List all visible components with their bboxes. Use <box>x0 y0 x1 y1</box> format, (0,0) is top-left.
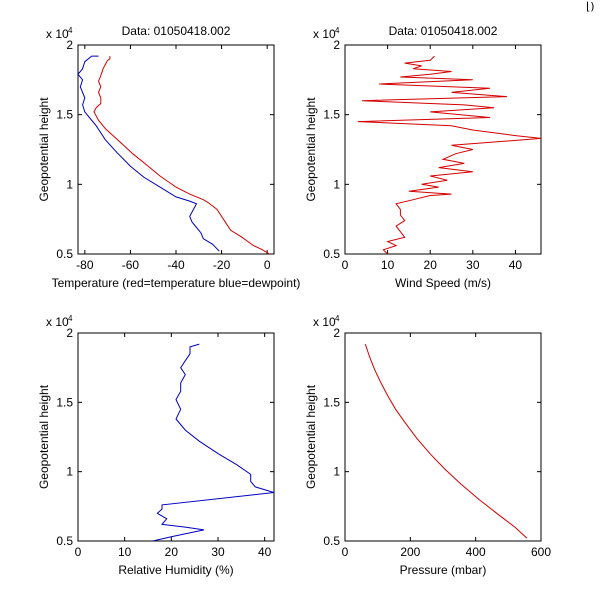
axes-frame <box>77 332 275 542</box>
series-line-pressure <box>364 343 528 539</box>
y-axis-label: Geopotential height <box>37 97 51 202</box>
y-tick-label: 2 <box>333 326 340 340</box>
y-axis-label: Geopotential height <box>304 97 318 202</box>
series-line-temperature <box>93 56 270 254</box>
subplot-pressure: 0 200 400 600 0.5 1 1.5 2x 10 4 Pressure (mbar) Ge… <box>304 314 551 577</box>
y-tick-label: 1.5 <box>56 395 73 409</box>
x-tick-label: 30 <box>466 258 480 272</box>
x-tick-label: 0 <box>342 545 349 559</box>
x-tick-label: 400 <box>466 545 486 559</box>
x-tick-label: 10 <box>381 258 395 272</box>
x-tick-label: -80 <box>76 258 94 272</box>
x-axis-label: Pressure (mbar) <box>400 563 487 577</box>
x-tick-label: 600 <box>531 545 551 559</box>
x-tick-label: 20 <box>424 258 438 272</box>
y-axis-label: Geopotential height <box>304 384 318 489</box>
x-tick-label: 20 <box>165 545 179 559</box>
y-tick-label: 2 <box>333 38 340 52</box>
subplot-temperature: -80 -60 -40 -20 0 0.5 1 1.5 2x 10 4 Data: 01050418… <box>37 24 300 290</box>
y-tick-label: 1.5 <box>323 395 340 409</box>
x-tick-label: -40 <box>167 258 185 272</box>
x-tick-label: -20 <box>213 258 231 272</box>
y-tick-label: 0.5 <box>323 247 340 261</box>
y-tick-label: 0.5 <box>56 247 73 261</box>
x-tick-label: 0 <box>75 545 82 559</box>
x-tick-label: 0 <box>264 258 271 272</box>
axes-frame <box>344 44 542 255</box>
y-tick-label: 1.5 <box>56 108 73 122</box>
x-axis-label: Wind Speed (m/s) <box>395 276 491 290</box>
x-tick-label: -60 <box>122 258 140 272</box>
y-tick-label: 1 <box>66 465 73 479</box>
y-exponent-power: 4 <box>68 314 73 323</box>
y-exponent-label: x 10 <box>313 315 336 329</box>
window-corner-icon[interactable]: ⌊) <box>586 0 595 13</box>
x-tick-label: 10 <box>118 545 132 559</box>
series-line-wind-speed <box>357 55 541 254</box>
x-tick-label: 40 <box>509 258 523 272</box>
x-tick-label: 40 <box>258 545 272 559</box>
y-tick-label: 1 <box>333 465 340 479</box>
y-tick-label: 1 <box>333 177 340 191</box>
chart-title: Data: 01050418.002 <box>122 24 231 38</box>
y-tick-label: 2 <box>66 38 73 52</box>
subplot-wind: 0 10 20 30 40 0.5 1 1.5 2x 10 4 Data: 01050418.002… <box>304 24 542 290</box>
x-axis-label: Relative Humidity (%) <box>118 563 233 577</box>
series-line-dewpoint <box>78 55 220 252</box>
y-exponent-power: 4 <box>68 26 73 35</box>
chart-title: Data: 01050418.002 <box>389 24 498 38</box>
y-axis-label: Geopotential height <box>37 384 51 489</box>
x-axis-label: Temperature (red=temperature blue=dewpoi… <box>52 276 301 290</box>
axes-frame <box>77 44 275 255</box>
y-tick-label: 2 <box>66 326 73 340</box>
y-exponent-label: x 10 <box>46 315 69 329</box>
y-exponent-power: 4 <box>335 314 340 323</box>
x-tick-label: 30 <box>211 545 225 559</box>
y-tick-label: 0.5 <box>56 534 73 548</box>
axes-frame <box>344 332 542 542</box>
y-tick-label: 0.5 <box>323 534 340 548</box>
x-tick-label: 200 <box>400 545 420 559</box>
y-exponent-power: 4 <box>335 26 340 35</box>
series-line-relative-humidity <box>152 343 274 541</box>
y-tick-label: 1.5 <box>323 108 340 122</box>
y-tick-label: 1 <box>66 177 73 191</box>
x-tick-label: 0 <box>342 258 349 272</box>
y-exponent-label: x 10 <box>313 27 336 41</box>
y-exponent-label: x 10 <box>46 27 69 41</box>
subplot-humidity: 0 10 20 30 40 0.5 1 1.5 2x 10 4 Relative Humidity … <box>37 314 275 577</box>
